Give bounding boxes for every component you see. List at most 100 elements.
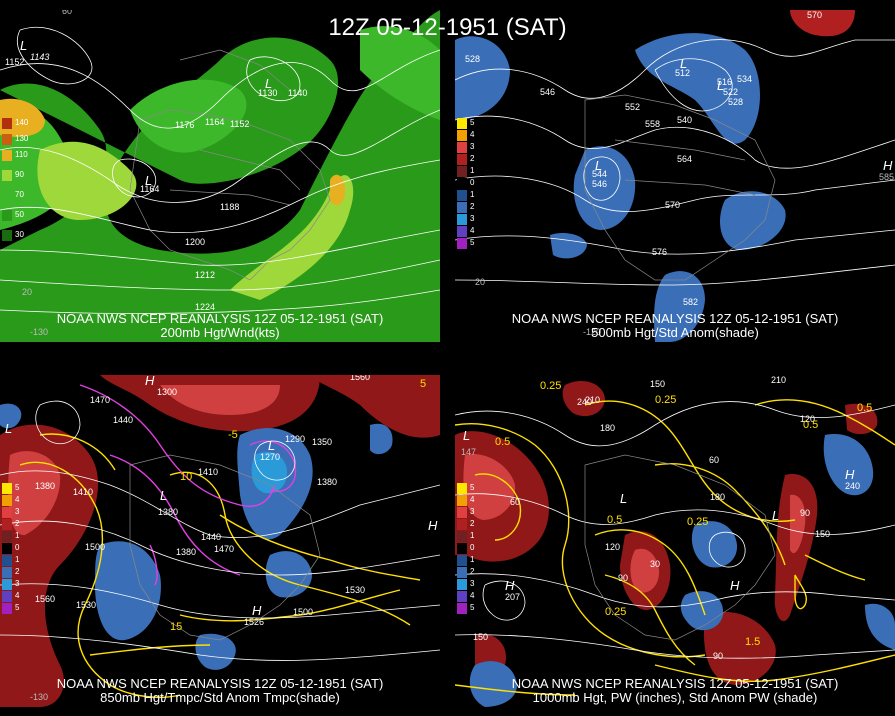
low-marker: L bbox=[265, 76, 272, 91]
svg-text:60: 60 bbox=[510, 497, 520, 507]
svg-text:60: 60 bbox=[709, 455, 719, 465]
high-marker: H bbox=[428, 518, 438, 533]
caption-line-1: NOAA NWS NCEP REANALYSIS 12Z 05-12-1951 … bbox=[511, 311, 839, 326]
map-1000mb: 150 240 210 180 120 60 30 90 150 0.25 0.… bbox=[455, 375, 895, 707]
svg-text:1470: 1470 bbox=[214, 544, 234, 554]
svg-text:1410: 1410 bbox=[198, 467, 218, 477]
svg-text:20: 20 bbox=[475, 277, 485, 287]
svg-text:1200: 1200 bbox=[185, 237, 205, 247]
caption-200mb: NOAA NWS NCEP REANALYSIS 12Z 05-12-1951 … bbox=[0, 312, 440, 340]
caption-line-2: 500mb Hgt/Std Anom(shade) bbox=[591, 325, 759, 340]
svg-text:1300: 1300 bbox=[157, 387, 177, 397]
svg-text:576: 576 bbox=[652, 247, 667, 257]
svg-text:-5: -5 bbox=[228, 429, 238, 441]
svg-text:570: 570 bbox=[807, 10, 822, 20]
map-200mb: 1152 1143 1130 1140 1176 1164 1152 1164 … bbox=[0, 10, 440, 342]
svg-text:1500: 1500 bbox=[85, 542, 105, 552]
svg-text:516: 516 bbox=[717, 77, 732, 87]
svg-text:512: 512 bbox=[675, 68, 690, 78]
svg-text:1130: 1130 bbox=[258, 88, 277, 98]
svg-text:90: 90 bbox=[713, 651, 723, 661]
svg-text:150: 150 bbox=[650, 379, 665, 389]
panel-1000mb: 150 240 210 180 120 60 30 90 150 0.25 0.… bbox=[455, 375, 895, 707]
page-title: 12Z 05-12-1951 (SAT) bbox=[328, 14, 567, 41]
map-850mb: 1560 1470 1440 1410 1380 1410 1500 1560 … bbox=[0, 375, 440, 707]
svg-text:60: 60 bbox=[62, 10, 72, 16]
svg-text:1500: 1500 bbox=[293, 607, 313, 617]
svg-text:120: 120 bbox=[605, 542, 620, 552]
high-marker: H bbox=[145, 375, 155, 388]
svg-text:1164: 1164 bbox=[140, 184, 159, 194]
caption-1000mb: NOAA NWS NCEP REANALYSIS 12Z 05-12-1951 … bbox=[455, 677, 895, 705]
low-marker: L bbox=[717, 78, 724, 93]
svg-text:546: 546 bbox=[592, 179, 607, 189]
svg-text:582: 582 bbox=[683, 297, 698, 307]
svg-text:1152: 1152 bbox=[5, 57, 24, 67]
svg-text:534: 534 bbox=[737, 74, 752, 84]
svg-text:552: 552 bbox=[625, 102, 640, 112]
svg-text:120: 120 bbox=[800, 414, 815, 424]
svg-text:1380: 1380 bbox=[176, 547, 196, 557]
svg-text:180: 180 bbox=[600, 423, 615, 433]
svg-text:1164: 1164 bbox=[205, 117, 224, 127]
svg-text:1188: 1188 bbox=[220, 202, 239, 212]
caption-line-1: NOAA NWS NCEP REANALYSIS 12Z 05-12-1951 … bbox=[56, 311, 384, 326]
svg-text:150: 150 bbox=[473, 632, 488, 642]
caption-line-2: 850mb Hgt/Tmpc/Std Anom Tmpc(shade) bbox=[100, 690, 340, 705]
high-marker: H bbox=[730, 578, 740, 593]
svg-text:210: 210 bbox=[585, 395, 600, 405]
svg-text:0.25: 0.25 bbox=[540, 380, 561, 392]
low-marker: L bbox=[620, 491, 627, 506]
svg-text:1176: 1176 bbox=[175, 120, 194, 130]
panel-500mb: 528 546 552 558 540 564 570 576 582 516 … bbox=[455, 10, 895, 342]
svg-text:-130: -130 bbox=[30, 692, 48, 702]
contour-labels-500mb: 528 546 552 558 540 564 570 576 582 516 … bbox=[465, 10, 822, 307]
svg-text:0.25: 0.25 bbox=[605, 606, 626, 618]
svg-text:1530: 1530 bbox=[76, 600, 96, 610]
caption-line-1: NOAA NWS NCEP REANALYSIS 12Z 05-12-1951 … bbox=[56, 676, 384, 691]
svg-text:20: 20 bbox=[22, 287, 32, 297]
map-500mb: 528 546 552 558 540 564 570 576 582 516 … bbox=[455, 10, 895, 342]
low-marker: L bbox=[20, 38, 27, 53]
svg-text:1560: 1560 bbox=[350, 375, 370, 382]
svg-text:1224: 1224 bbox=[195, 302, 215, 312]
svg-text:1152: 1152 bbox=[230, 119, 249, 129]
svg-text:1.5: 1.5 bbox=[745, 636, 760, 648]
svg-text:0.5: 0.5 bbox=[803, 419, 818, 431]
svg-text:150: 150 bbox=[815, 529, 830, 539]
svg-text:15: 15 bbox=[170, 621, 182, 633]
svg-text:1290: 1290 bbox=[285, 434, 305, 444]
low-marker: L bbox=[463, 428, 470, 443]
high-marker: H bbox=[252, 603, 262, 618]
panel-850mb: 1560 1470 1440 1410 1380 1410 1500 1560 … bbox=[0, 375, 440, 707]
svg-text:1526: 1526 bbox=[244, 617, 264, 627]
caption-line-2: 1000mb Hgt, PW (inches), Std Anom PW (sh… bbox=[532, 690, 818, 705]
svg-text:0.5: 0.5 bbox=[495, 436, 510, 448]
svg-text:1380: 1380 bbox=[35, 481, 55, 491]
panel-200mb: 1152 1143 1130 1140 1176 1164 1152 1164 … bbox=[0, 10, 440, 342]
svg-text:1143: 1143 bbox=[30, 52, 49, 62]
svg-text:528: 528 bbox=[465, 54, 480, 64]
svg-text:544: 544 bbox=[592, 169, 607, 179]
svg-text:180: 180 bbox=[710, 492, 725, 502]
svg-text:5: 5 bbox=[420, 378, 426, 390]
svg-text:1350: 1350 bbox=[312, 437, 332, 447]
low-marker: L bbox=[268, 438, 275, 453]
svg-text:570: 570 bbox=[665, 200, 680, 210]
low-marker: L bbox=[5, 421, 12, 436]
high-marker: H bbox=[845, 467, 855, 482]
svg-text:0.25: 0.25 bbox=[687, 516, 708, 528]
svg-text:1440: 1440 bbox=[113, 415, 133, 425]
svg-text:1212: 1212 bbox=[195, 270, 215, 280]
svg-text:585: 585 bbox=[879, 172, 894, 182]
svg-text:1270: 1270 bbox=[260, 452, 280, 462]
svg-text:0.5: 0.5 bbox=[607, 514, 622, 526]
svg-text:1380: 1380 bbox=[158, 507, 178, 517]
svg-text:210: 210 bbox=[771, 375, 786, 385]
svg-text:1380: 1380 bbox=[317, 477, 337, 487]
svg-text:207: 207 bbox=[505, 592, 520, 602]
contour-labels-1000mb: 150 240 210 180 120 60 30 90 150 0.25 0.… bbox=[473, 375, 872, 661]
svg-text:0.5: 0.5 bbox=[857, 402, 872, 414]
svg-text:1530: 1530 bbox=[345, 585, 365, 595]
svg-text:522: 522 bbox=[723, 87, 738, 97]
